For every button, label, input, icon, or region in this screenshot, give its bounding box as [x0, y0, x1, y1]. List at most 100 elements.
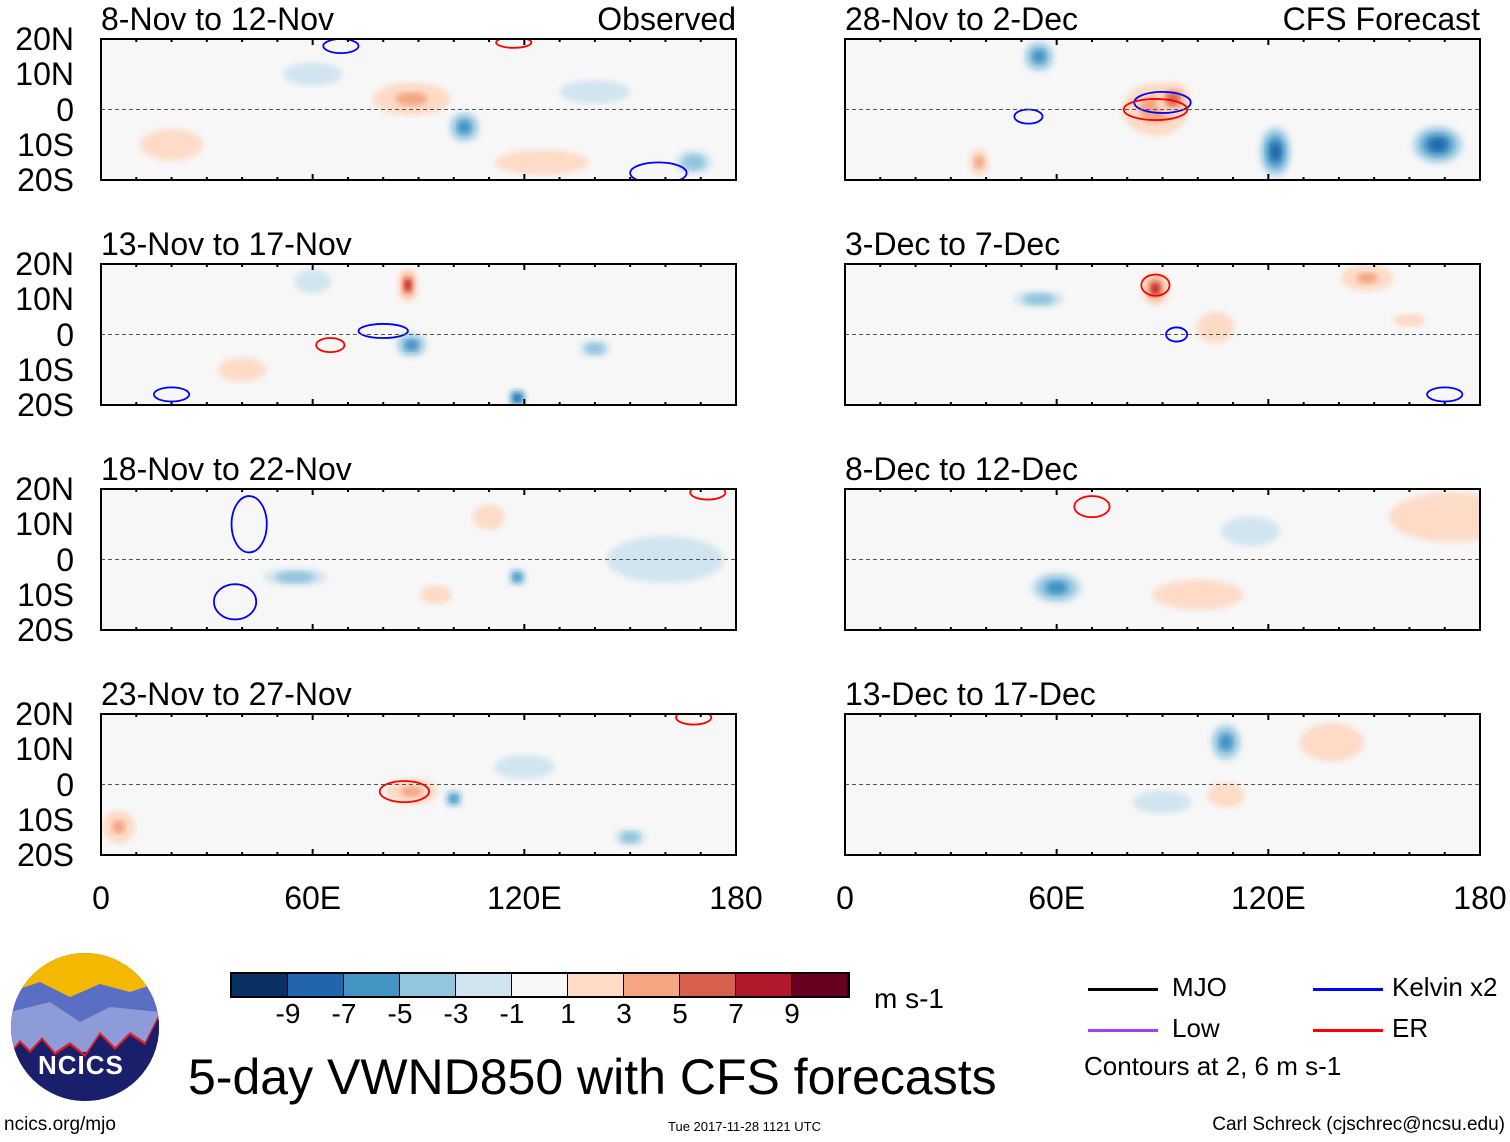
lat-tick-label: 10N [15, 506, 74, 543]
anomaly-shading [1152, 284, 1159, 293]
legend-line-low [1088, 1029, 1158, 1032]
colorbar-swatch [288, 974, 344, 996]
anomaly-shading [1023, 293, 1055, 306]
lat-tick-label: 10S [17, 576, 74, 613]
panel-title: 13-Dec to 17-Dec [845, 676, 1096, 712]
legend-line-er [1313, 1029, 1383, 1032]
anomaly-shading [217, 357, 267, 382]
anomaly-shading [1270, 143, 1281, 161]
colorbar-label: 9 [784, 998, 800, 1029]
anomaly-shading [559, 80, 631, 104]
wave-contour [1073, 495, 1111, 519]
anomaly-shading [1133, 790, 1192, 814]
lon-tick-label: 120E [1230, 880, 1306, 916]
anomaly-shading [1032, 49, 1046, 64]
colorbar-label: -1 [499, 998, 525, 1029]
panel-title: 23-Nov to 27-Nov [101, 676, 352, 712]
anomaly-shading [395, 92, 428, 106]
anomaly-shading [1219, 734, 1233, 751]
map-panel [100, 263, 737, 406]
colorbar-swatch [680, 974, 736, 996]
colorbar-swatch [736, 974, 792, 996]
anomaly-shading [275, 571, 315, 583]
anomaly-shading [1398, 315, 1421, 325]
lat-tick-label: 10N [15, 56, 74, 93]
legend-line-mjo [1088, 988, 1158, 991]
legend-label: ER [1392, 1013, 1429, 1043]
contour-note: Contours at 2, 6 m s-1 [1084, 1051, 1342, 1081]
column-label: CFS Forecast [1282, 1, 1480, 37]
anomaly-shading [294, 269, 331, 294]
legend-label: Kelvin x2 [1392, 972, 1498, 1002]
anomaly-shading [620, 831, 640, 844]
colorbar [230, 972, 850, 998]
panel-title: 8-Dec to 12-Dec [845, 451, 1078, 487]
wave-contour [1122, 98, 1189, 121]
map-panel [100, 713, 737, 856]
colorbar-label: -3 [443, 998, 469, 1029]
colorbar-swatch [456, 974, 512, 996]
wave-contour [322, 39, 360, 54]
colorbar-swatch [512, 974, 568, 996]
lat-tick-label: 20S [17, 387, 74, 423]
wave-contour [212, 583, 258, 621]
anomaly-shading [111, 820, 126, 834]
map-panel [100, 38, 737, 181]
wave-contour [629, 161, 688, 180]
wave-contour [357, 323, 409, 339]
map-panel [844, 263, 1481, 406]
lat-tick-label: 0 [56, 316, 74, 353]
lat-tick-label: 20S [17, 162, 74, 198]
wave-contour [378, 780, 430, 804]
footer-url: ncics.org/mjo [4, 1114, 116, 1135]
lat-tick-label: 0 [56, 766, 74, 803]
panel-title: 8-Nov to 12-Nov [101, 1, 334, 37]
colorbar-label: 7 [728, 998, 744, 1029]
lat-tick-label: 10S [17, 126, 74, 163]
anomaly-shading [1309, 728, 1355, 756]
anomaly-shading [585, 342, 605, 355]
anomaly-shading [606, 536, 725, 583]
lon-tick-label: 180 [1453, 880, 1507, 916]
colorbar-swatch [400, 974, 456, 996]
anomaly-shading [1412, 501, 1480, 533]
anomaly-shading [449, 794, 458, 803]
anomaly-shading [1214, 787, 1238, 803]
footer-timestamp: Tue 2017-11-28 1121 UTC [668, 1119, 821, 1134]
legend-line-kelvin [1313, 988, 1383, 991]
anomaly-shading [400, 786, 423, 797]
wave-contour [1426, 386, 1464, 403]
map-panel [100, 488, 737, 631]
lat-tick-label: 20N [15, 471, 74, 507]
lon-tick-label: 60E [1028, 880, 1086, 916]
anomaly-shading [404, 339, 419, 351]
anomaly-shading [513, 573, 522, 582]
anomaly-shading [1221, 516, 1281, 546]
legend-label: Low [1172, 1013, 1220, 1043]
legend-label: MJO [1172, 972, 1227, 1002]
colorbar-swatch [568, 974, 624, 996]
wave-contour [675, 714, 713, 726]
map-panel [844, 488, 1481, 631]
colorbar-label: -7 [331, 998, 357, 1029]
lon-tick-label: 180 [709, 880, 763, 916]
ncics-logo [11, 953, 159, 1101]
lon-tick-label: 60E [284, 880, 342, 916]
colorbar-label: -9 [275, 998, 301, 1029]
lat-tick-label: 10S [17, 801, 74, 838]
panel-title: 3-Dec to 7-Dec [845, 226, 1061, 262]
lat-tick-label: 0 [56, 91, 74, 128]
map-panel [844, 713, 1481, 856]
anomaly-shading [1429, 138, 1446, 151]
anomaly-shading [681, 154, 706, 171]
anomaly-shading [512, 154, 572, 171]
footer-author: Carl Schreck (cjschrec@ncsu.edu) [1212, 1114, 1505, 1135]
wave-contour [495, 39, 533, 49]
lat-tick-label: 20N [15, 696, 74, 732]
anomaly-shading [494, 754, 555, 779]
lat-tick-label: 20S [17, 612, 74, 648]
colorbar-swatch [232, 974, 288, 996]
anomaly-shading [283, 62, 343, 86]
colorbar-label: -5 [387, 998, 413, 1029]
